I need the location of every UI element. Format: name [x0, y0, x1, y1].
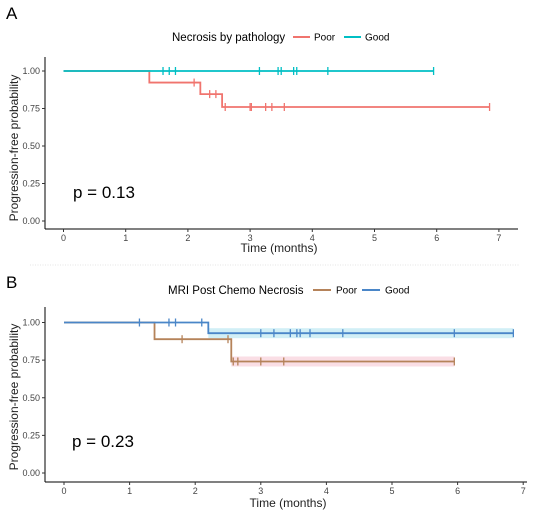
y-tick-label: 0.00: [22, 216, 40, 226]
x-axis-title: Time (months): [250, 496, 327, 510]
x-tick-label: 4: [324, 486, 329, 496]
legend-title: MRI Post Chemo Necrosis: [168, 285, 304, 297]
x-tick-label: 5: [389, 486, 394, 496]
y-axis-title: Progression-free probability: [7, 324, 21, 471]
y-axis-title: Progression-free probability: [7, 75, 21, 222]
y-tick-label: 1.00: [22, 66, 40, 76]
x-tick-label: 0: [61, 233, 66, 243]
x-tick-label: 5: [372, 233, 377, 243]
x-tick-label: 0: [61, 486, 66, 496]
y-tick-label: 0.00: [22, 468, 40, 478]
legend-label-good: Good: [365, 33, 389, 44]
x-tick-label: 2: [185, 233, 190, 243]
panel-letter: B: [6, 273, 17, 292]
x-tick-label: 1: [127, 486, 132, 496]
x-axis-title: Time (months): [241, 241, 318, 255]
y-tick-label: 1.00: [22, 318, 40, 328]
y-tick-label: 0.75: [22, 355, 40, 365]
survival-curve-good: [64, 321, 514, 335]
panel-b: B MRI Post Chemo Necrosis Poor Good Prog…: [6, 273, 527, 510]
y-tick-label: 0.25: [22, 430, 40, 440]
panel-a: A Necrosis by pathology Poor Good Progre…: [6, 4, 518, 255]
legend-label-poor: Poor: [314, 33, 336, 44]
legend-title: Necrosis by pathology: [172, 32, 285, 44]
x-tick-label: 6: [434, 233, 439, 243]
y-tick-label: 0.75: [22, 104, 40, 114]
y-tick-label: 0.50: [22, 141, 40, 151]
x-tick-label: 7: [521, 486, 526, 496]
x-tick-label: 3: [248, 233, 253, 243]
x-tick-label: 4: [310, 233, 315, 243]
p-value-annotation: p = 0.13: [73, 183, 135, 202]
x-tick-label: 7: [496, 233, 501, 243]
x-tick-label: 2: [193, 486, 198, 496]
y-tick-label: 0.25: [22, 179, 40, 189]
x-tick-label: 6: [455, 486, 460, 496]
legend-label-poor: Poor: [336, 286, 358, 297]
x-tick-label: 1: [123, 233, 128, 243]
panel-letter: A: [6, 4, 18, 23]
x-tick-label: 3: [258, 486, 263, 496]
p-value-annotation: p = 0.23: [72, 432, 134, 451]
y-tick-label: 0.50: [22, 393, 40, 403]
survival-curve-poor: [63, 70, 490, 108]
legend-label-good: Good: [385, 286, 409, 297]
